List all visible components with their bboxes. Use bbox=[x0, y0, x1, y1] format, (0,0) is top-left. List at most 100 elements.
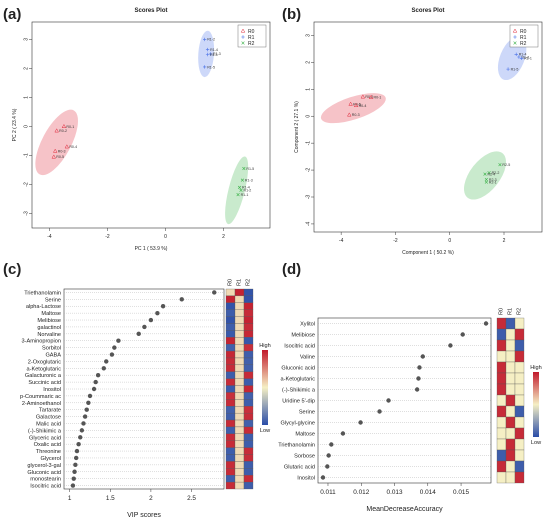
heatmap-cell bbox=[243, 309, 254, 317]
heatmap-cell bbox=[234, 447, 245, 455]
point-label: R1-4 bbox=[519, 53, 527, 57]
heatmap-cell bbox=[225, 433, 236, 441]
legend-label-r1: R1 bbox=[520, 35, 527, 41]
y-axis-label: Component 2 ( 27.1 %) bbox=[294, 101, 300, 153]
x-tick-label: 0.014 bbox=[420, 489, 436, 496]
y-tick-label: 2 bbox=[306, 61, 312, 64]
feature-label: Maltose bbox=[295, 432, 315, 438]
heatmap-cell bbox=[243, 323, 254, 331]
point-label: R1-3 bbox=[245, 178, 253, 182]
heatmap-cell bbox=[234, 378, 245, 386]
heatmap-cell bbox=[225, 357, 236, 366]
importance-dot bbox=[155, 310, 160, 316]
heatmap-cell bbox=[234, 357, 245, 366]
x-axis-label: MeanDecreaseAccuracy bbox=[366, 506, 443, 513]
confidence-ellipse-r1 bbox=[497, 36, 527, 81]
heatmap-cell bbox=[243, 371, 254, 379]
importance-dot bbox=[93, 379, 98, 385]
feature-label: Norvaline bbox=[37, 332, 61, 338]
heatmap-cell bbox=[225, 419, 236, 428]
heatmap-cell bbox=[225, 426, 236, 434]
heatmap-cell bbox=[505, 405, 516, 418]
confidence-ellipse-r0 bbox=[320, 93, 386, 124]
heatmap-cell bbox=[243, 392, 254, 400]
heatmap-cell bbox=[243, 440, 254, 448]
importance-dot bbox=[325, 464, 330, 469]
heatmap-cell bbox=[514, 427, 525, 440]
heatmap-cell bbox=[234, 481, 245, 490]
panel-letter-b: (b) bbox=[282, 6, 301, 23]
heatmap-cell bbox=[234, 288, 245, 297]
point-r1 bbox=[514, 52, 518, 57]
heatmap-cell bbox=[234, 323, 245, 331]
point-label: R1-1 bbox=[524, 57, 532, 61]
heatmap-cell bbox=[496, 405, 507, 418]
point-label: R0-1 bbox=[374, 96, 382, 100]
heatmap-cell bbox=[514, 328, 525, 341]
heatmap-cell bbox=[496, 317, 507, 330]
importance-dot bbox=[70, 483, 76, 488]
point-r2 bbox=[484, 177, 488, 182]
heatmap-cell bbox=[234, 337, 245, 345]
heatmap-cell bbox=[234, 440, 245, 448]
x-axis-label: VIP scores bbox=[127, 512, 161, 519]
heatmap-cell bbox=[243, 288, 254, 297]
scores-plot-a: Scores Plot -4 -2 0 2 -3 -2 -1 0 1 2 3 PC 1 ( 53.9 %… bbox=[12, 8, 271, 252]
legend-marker bbox=[241, 35, 245, 39]
heatmap-cell bbox=[496, 328, 507, 341]
y-tick-label: -2 bbox=[306, 168, 312, 173]
point-label: R1-3 bbox=[213, 52, 221, 56]
feature-label: Tartarate bbox=[39, 408, 61, 414]
heatmap-cell bbox=[234, 433, 245, 441]
heatmap-cell bbox=[243, 350, 254, 359]
panel-letter-c: (c) bbox=[3, 261, 21, 278]
point-r2 bbox=[237, 185, 242, 189]
feature-label: Triethanolamin bbox=[278, 443, 315, 449]
heatmap-cell bbox=[234, 350, 245, 359]
importance-dot bbox=[109, 352, 115, 357]
point-r1 bbox=[205, 47, 210, 52]
heatmap-cell bbox=[243, 468, 254, 476]
feature-label: Malic acid bbox=[36, 421, 61, 427]
heatmap-cell bbox=[234, 385, 245, 393]
heatmap-cell bbox=[234, 461, 245, 469]
point-label: R2-3 bbox=[489, 178, 497, 182]
importance-dot bbox=[358, 420, 363, 425]
legend-label-r1: R1 bbox=[248, 35, 255, 41]
heatmap-cell bbox=[243, 378, 254, 386]
heatmap-cell bbox=[505, 339, 516, 352]
y-tick-label: 3 bbox=[24, 38, 30, 41]
point-label: R1-4 bbox=[210, 48, 218, 52]
heatmap-cell bbox=[505, 471, 516, 484]
heatmap-cell bbox=[234, 364, 245, 372]
point-r0 bbox=[368, 94, 374, 99]
heatmap-cell bbox=[496, 394, 507, 407]
heatmap-cell bbox=[234, 302, 245, 310]
heatmap-cell bbox=[225, 461, 236, 469]
y-tick-label: 2 bbox=[24, 67, 30, 70]
feature-label: glycerol-3-gal bbox=[27, 463, 61, 469]
heatmap-cell bbox=[505, 383, 516, 396]
heatmap-cell bbox=[225, 323, 236, 331]
heatmap-cell bbox=[234, 399, 245, 407]
heatmap-cell bbox=[234, 344, 245, 352]
feature-label: (-)-Shikimic a bbox=[282, 388, 316, 394]
feature-label: Serine bbox=[45, 297, 61, 303]
feature-label: Inositol bbox=[43, 387, 61, 393]
importance-dot bbox=[104, 359, 109, 364]
heatmap-cell bbox=[225, 350, 236, 359]
heatmap-cell bbox=[225, 295, 236, 303]
plot-frame bbox=[31, 21, 271, 229]
feature-label: monostearin bbox=[30, 477, 61, 483]
colorbar bbox=[533, 372, 539, 437]
x-axis-label: PC 1 ( 53.9 %) bbox=[135, 246, 168, 252]
point-r0 bbox=[347, 112, 352, 117]
importance-dot bbox=[340, 431, 346, 436]
point-label: R0-2 bbox=[59, 129, 67, 133]
heatmap-cell bbox=[234, 468, 245, 476]
heatmap-cell bbox=[225, 412, 236, 421]
heatmap-cell bbox=[225, 378, 236, 386]
heatmap-cell bbox=[225, 447, 236, 455]
y-tick-label: -1 bbox=[24, 153, 30, 158]
y-tick-label: 1 bbox=[306, 88, 312, 91]
